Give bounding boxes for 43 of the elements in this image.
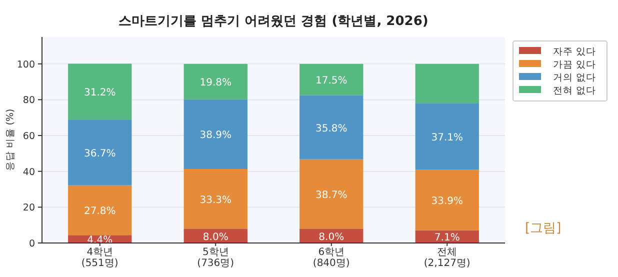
data-label: 33.9% bbox=[431, 196, 464, 207]
bar bbox=[300, 64, 364, 96]
legend-label: 가끔 있다 bbox=[553, 60, 596, 70]
data-label: 7.1% bbox=[434, 232, 460, 244]
y-tick-label: 60 bbox=[22, 131, 35, 142]
data-label: 8.0% bbox=[318, 232, 344, 243]
data-label: 31.2% bbox=[84, 88, 116, 99]
bar bbox=[68, 120, 132, 186]
bar bbox=[68, 64, 132, 120]
chart-title: 스마트기기를 멈추기 어려웠던 경험 (학년별, 2026) bbox=[118, 14, 428, 29]
y-tick-label: 80 bbox=[22, 95, 35, 106]
bar bbox=[184, 169, 248, 229]
x-tick-label: 5학년 (736명) bbox=[197, 247, 234, 269]
y-tick-label: 100 bbox=[16, 59, 35, 70]
data-label: 38.7% bbox=[315, 190, 348, 202]
y-tick-label: 40 bbox=[22, 166, 35, 178]
data-label: 27.8% bbox=[84, 206, 116, 218]
bar bbox=[184, 99, 248, 170]
y-tick-label: 20 bbox=[22, 202, 35, 214]
data-label: 36.7% bbox=[84, 148, 116, 160]
bar bbox=[415, 64, 479, 104]
data-label: 19.8% bbox=[200, 78, 232, 89]
legend-label: 자주 있다 bbox=[553, 46, 596, 58]
bar bbox=[415, 170, 479, 230]
legend-label: 거의 없다 bbox=[553, 72, 596, 84]
text: [그림] bbox=[525, 221, 562, 236]
bar bbox=[68, 185, 132, 236]
bar bbox=[415, 103, 479, 170]
bar bbox=[184, 64, 248, 100]
data-label: 17.5% bbox=[315, 76, 348, 87]
data-label: 35.8% bbox=[315, 123, 348, 134]
data-label: 37.1% bbox=[431, 132, 464, 144]
y-tick-label: 0 bbox=[28, 238, 35, 250]
legend-label: 전혀 없다 bbox=[553, 86, 596, 96]
y-axis-title: 응답 비율 (%) bbox=[5, 108, 16, 172]
x-tick-label: 4학년 (551명) bbox=[81, 247, 118, 269]
bar bbox=[300, 159, 364, 229]
x-tick-label: 전체 (2,127명) bbox=[424, 247, 470, 269]
data-label: 8.0% bbox=[202, 232, 228, 243]
bar bbox=[300, 95, 364, 160]
x-tick-label: 6학년 (840명) bbox=[312, 247, 350, 269]
data-label: 33.3% bbox=[200, 194, 232, 206]
data-label: 38.9% bbox=[200, 130, 232, 142]
